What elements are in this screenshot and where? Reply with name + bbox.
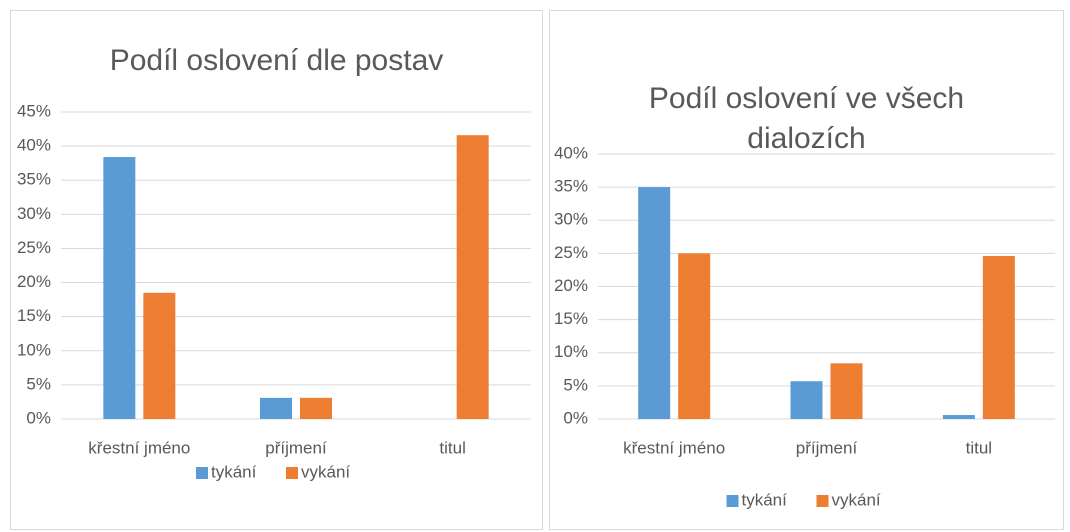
x-tick-label: příjmení xyxy=(796,438,858,457)
chart: 0% 5% 10% 15% 20% 25% 30% 35% 40% 45% křestní jmén… xyxy=(17,101,531,481)
legend-swatch xyxy=(816,495,829,507)
bar xyxy=(300,397,332,419)
bar xyxy=(143,292,176,419)
bar xyxy=(982,256,1015,419)
y-tick-label: 40% xyxy=(554,143,588,162)
legend-label: vykání xyxy=(301,462,350,481)
bar xyxy=(456,135,489,419)
y-tick-label: 15% xyxy=(554,309,588,328)
y-tick-label: 10% xyxy=(554,342,588,361)
legend-swatch xyxy=(726,495,739,507)
chart-panel: Podíl oslovení dle postav 0% 5% 10% 15% 20% 2… xyxy=(10,10,543,530)
bar xyxy=(678,253,711,419)
y-tick-label: 30% xyxy=(17,204,51,223)
x-tick-label: křestní jméno xyxy=(88,438,190,457)
chart-panel: Podíl oslovení ve všech dialozích 0% 5% 10… xyxy=(549,10,1064,530)
bar xyxy=(260,397,292,419)
y-tick-label: 5% xyxy=(26,374,51,393)
y-tick-label: 45% xyxy=(17,101,51,120)
y-tick-label: 5% xyxy=(563,375,588,394)
bar xyxy=(942,415,975,419)
y-tick-label: 10% xyxy=(17,340,51,359)
legend-label: vykání xyxy=(832,490,881,509)
x-tick-label: titul xyxy=(966,438,992,457)
y-tick-label: 35% xyxy=(17,170,51,189)
x-tick-label: křestní jméno xyxy=(623,438,725,457)
y-tick-label: 20% xyxy=(554,276,588,295)
bar xyxy=(830,363,863,419)
legend-label: tykání xyxy=(742,490,788,509)
chart-title: Podíl oslovení ve všech dialozích xyxy=(648,82,965,155)
x-tick-label: titul xyxy=(439,438,465,457)
y-tick-label: 40% xyxy=(17,136,51,155)
y-tick-label: 0% xyxy=(563,408,588,427)
bar xyxy=(638,187,671,419)
chart: 0% 5% 10% 15% 20% 25% 30% 35% 40% křestní jméno př… xyxy=(554,143,1055,509)
y-tick-label: 25% xyxy=(554,243,588,262)
y-tick-label: 0% xyxy=(26,408,51,427)
bar xyxy=(103,157,136,419)
legend-swatch xyxy=(196,467,208,479)
x-tick-label: příjmení xyxy=(265,438,327,457)
y-tick-label: 30% xyxy=(554,210,588,229)
y-tick-label: 35% xyxy=(554,177,588,196)
y-tick-label: 15% xyxy=(17,306,51,325)
y-tick-label: 20% xyxy=(17,272,51,291)
bar xyxy=(790,381,823,419)
legend-swatch xyxy=(286,467,298,479)
legend-label: tykání xyxy=(211,462,257,481)
chart-title: Podíl oslovení dle postav xyxy=(109,44,444,77)
y-tick-label: 25% xyxy=(17,238,51,257)
